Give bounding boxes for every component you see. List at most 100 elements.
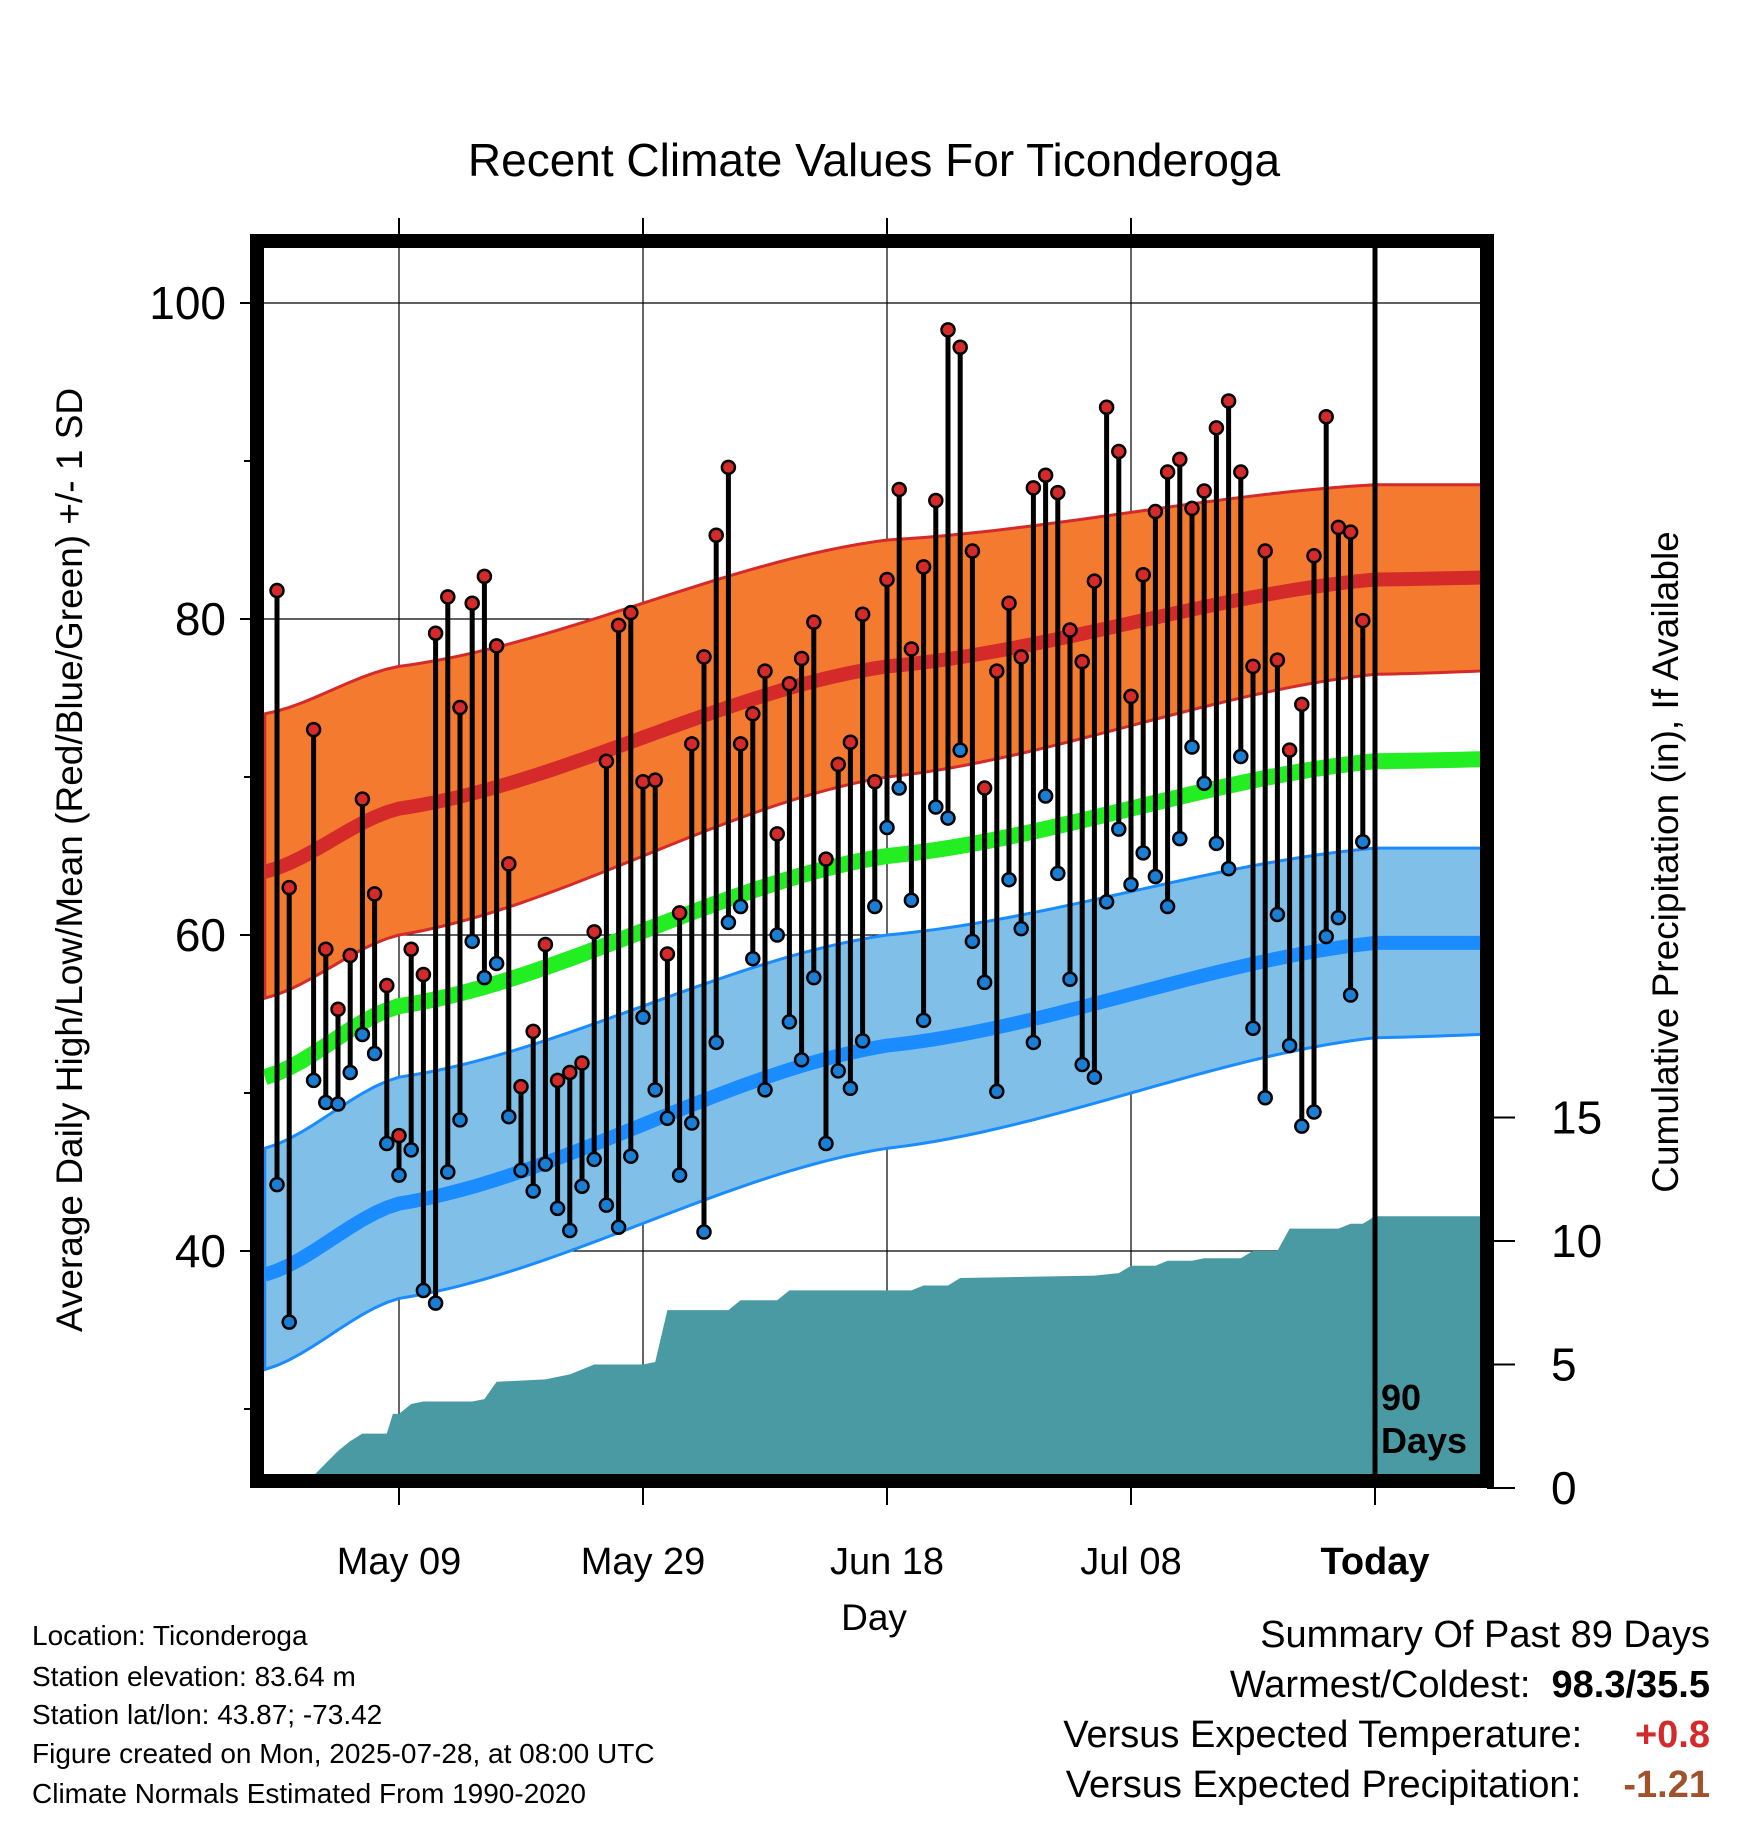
daily-low-point: [879, 819, 895, 836]
daily-high-point: [537, 936, 554, 953]
summary-precip-label: Versus Expected Precipitation:: [1065, 1764, 1582, 1806]
daily-low-point: [952, 742, 968, 758]
summary-temp-label: Versus Expected Temperature:: [1063, 1714, 1583, 1756]
y2tick-label-10: 10: [1551, 1215, 1602, 1267]
daily-low-point: [1111, 821, 1127, 837]
daily-low-point: [757, 1082, 773, 1098]
daily-high-point: [1306, 548, 1322, 564]
daily-low-point: [305, 1072, 322, 1089]
daily-low-point: [745, 950, 761, 967]
daily-low-point: [769, 927, 785, 943]
daily-low-point: [891, 780, 907, 796]
daily-high-point: [1098, 399, 1115, 416]
daily-high-point: [940, 322, 956, 338]
daily-high-point: [305, 721, 322, 738]
daily-low-point: [903, 892, 920, 908]
daily-low-point: [330, 1096, 346, 1112]
chart-title: Recent Climate Values For Ticonderoga: [468, 134, 1281, 186]
daily-low-point: [1013, 920, 1029, 937]
daily-range-stems: [274, 329, 1366, 1323]
daily-low-point: [1281, 1037, 1298, 1054]
daily-low-point: [818, 1135, 834, 1152]
daily-high-point: [1159, 464, 1176, 480]
summary-title: Summary Of Past 89 Days: [1260, 1614, 1710, 1656]
daily-low-point: [684, 1115, 700, 1131]
daily-high-point: [1355, 612, 1371, 629]
daily-high-point: [1208, 420, 1225, 436]
precipitation-area: [315, 1216, 1480, 1474]
daily-high-point: [281, 879, 297, 896]
summary-precip: Versus Expected Precipitation: -1.21: [1066, 1764, 1710, 1807]
daily-high-point: [696, 649, 712, 665]
daily-high-point: [598, 753, 615, 769]
daily-low-point: [1342, 987, 1359, 1003]
daily-high-point: [354, 791, 371, 807]
daily-high-point: [476, 568, 493, 585]
daily-high-point: [684, 736, 700, 752]
daily-low-point: [854, 1033, 871, 1049]
daily-low-point: [415, 1282, 432, 1299]
summary-warm-cold-label: Warmest/Coldest:: [1229, 1664, 1531, 1706]
daily-low-point: [476, 969, 493, 986]
daily-high-point: [793, 650, 810, 667]
ytick-label-100: 100: [149, 277, 226, 329]
daily-low-point: [379, 1135, 395, 1152]
daily-high-point: [330, 1001, 346, 1018]
xtick-label: Today: [1320, 1541, 1429, 1583]
daily-high-point: [1196, 483, 1212, 499]
daily-high-point: [1123, 688, 1139, 705]
daily-high-point: [989, 663, 1005, 679]
daily-high-point: [1050, 484, 1066, 501]
daily-high-point: [1245, 658, 1261, 675]
daily-high-point: [745, 706, 761, 722]
daily-high-point: [1342, 524, 1359, 540]
daily-high-point: [964, 543, 981, 559]
daily-high-point: [647, 772, 663, 788]
daily-high-point: [427, 625, 444, 641]
daily-high-point: [891, 481, 907, 498]
daily-low-point: [1135, 845, 1151, 861]
daily-high-point: [842, 734, 859, 750]
daily-high-point: [830, 756, 846, 773]
xtick-label: Jun 18: [830, 1541, 944, 1583]
daily-high-point: [708, 527, 724, 544]
info-normals: Climate Normals Estimated From 1990-2020: [32, 1778, 586, 1809]
daily-low-point: [1172, 830, 1188, 847]
daily-low-point: [732, 898, 749, 915]
y-axis-label: Average Daily High/Low/Mean (Red/Blue/Gr…: [49, 388, 90, 1332]
daily-low-point: [1025, 1034, 1042, 1051]
daily-high-point: [391, 1127, 407, 1144]
daily-low-point: [867, 898, 883, 915]
daily-low-point: [1086, 1069, 1103, 1085]
daily-high-point: [879, 571, 895, 588]
daily-high-point: [867, 773, 883, 790]
daily-high-point: [1257, 543, 1273, 559]
daily-high-point: [513, 1078, 529, 1095]
daily-low-point: [842, 1080, 859, 1097]
daily-high-point: [1001, 595, 1017, 611]
info-latlon: Station lat/lon: 43.87; -73.42: [32, 1699, 383, 1730]
daily-low-point: [1050, 865, 1066, 882]
daily-low-point: [635, 1009, 651, 1025]
daily-high-point: [1233, 464, 1249, 480]
daily-high-point: [403, 941, 419, 957]
summary-precip-value: -1.21: [1623, 1764, 1710, 1806]
daily-high-point: [1147, 503, 1164, 520]
daily-low-point: [1074, 1056, 1090, 1073]
daily-low-point: [720, 914, 737, 931]
daily-low-point: [1147, 868, 1164, 885]
daily-low-point: [537, 1156, 554, 1172]
daily-high-point: [342, 947, 358, 964]
daily-low-point: [1098, 894, 1115, 910]
daily-low-point: [1306, 1104, 1322, 1120]
info-created: Figure created on Mon, 2025-07-28, at 08…: [32, 1738, 655, 1769]
daily-low-point: [659, 1110, 676, 1127]
daily-low-point: [806, 969, 822, 986]
daily-high-point: [525, 1023, 541, 1040]
daily-points: [269, 322, 1371, 1330]
daily-low-point: [940, 810, 956, 826]
daily-low-point: [1001, 871, 1017, 888]
daily-high-point: [976, 780, 993, 796]
